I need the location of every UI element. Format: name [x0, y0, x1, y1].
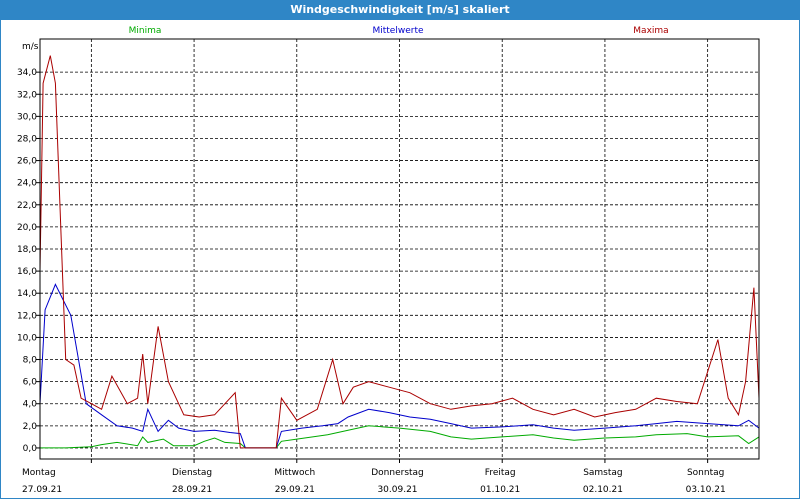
y-tick-label: 30,0 — [17, 112, 37, 122]
window-title: Windgeschwindigkeit [m/s] skaliert — [0, 0, 800, 20]
series — [39, 55, 760, 449]
x-tick-day-label: Donnerstag — [371, 468, 424, 478]
y-tick-label: 24,0 — [17, 179, 37, 189]
y-tick-label: 18,0 — [17, 245, 37, 255]
y-tick-label: 14,0 — [17, 289, 37, 299]
y-tick-label: 12,0 — [17, 311, 37, 321]
y-tick-label: 16,0 — [17, 267, 37, 277]
series-line-mittelwerte — [39, 283, 760, 449]
x-tick-day-label: Montag — [22, 468, 56, 478]
x-tick-date-label: 27.09.21 — [22, 485, 62, 495]
x-tick-date-label: 29.09.21 — [275, 485, 315, 495]
x-tick-date-label: 28.09.21 — [172, 485, 212, 495]
x-tick-date-label: 30.09.21 — [377, 485, 417, 495]
legend-entry-minima: Minima — [129, 26, 162, 36]
y-tick-label: 20,0 — [17, 223, 37, 233]
legend-entry-mittelwerte: Mittelwerte — [372, 26, 423, 36]
y-axis-unit-label: m/s — [22, 42, 39, 52]
x-tick-date-label: 01.10.21 — [480, 485, 520, 495]
y-tick-label: 10,0 — [17, 333, 37, 343]
grid — [40, 39, 759, 459]
y-axis: 0,0 2,0 4,0 6,0 8,0 10,0 12,0 14,0 16,0 18,0 20,0 2… — [17, 68, 40, 454]
y-tick-label: 8,0 — [23, 356, 38, 366]
x-tick-day-label: Dienstag — [172, 468, 212, 478]
y-tick-label: 28,0 — [17, 134, 37, 144]
series-line-maxima — [39, 55, 760, 449]
y-tick-label: 0,0 — [23, 444, 38, 454]
series-line-minima — [40, 425, 760, 449]
x-tick-day-label: Mittwoch — [274, 468, 315, 478]
legend: Minima Mittelwerte Maxima — [129, 26, 669, 36]
y-tick-label: 34,0 — [17, 68, 37, 78]
x-tick-day-label: Freitag — [485, 468, 516, 478]
x-tick-day-label: Samstag — [583, 468, 622, 478]
y-tick-label: 32,0 — [17, 90, 37, 100]
y-tick-label: 22,0 — [17, 201, 37, 211]
x-axis: Montag 27.09.21 Dienstag 28.09.21 Mittwoch 29… — [22, 459, 726, 495]
y-tick-label: 2,0 — [23, 422, 38, 432]
x-tick-date-label: 03.10.21 — [686, 485, 726, 495]
x-tick-day-label: Sonntag — [687, 468, 724, 478]
y-tick-label: 6,0 — [23, 378, 38, 388]
legend-entry-maxima: Maxima — [633, 26, 668, 36]
y-tick-label: 26,0 — [17, 157, 37, 167]
y-tick-label: 4,0 — [23, 400, 38, 410]
x-tick-date-label: 02.10.21 — [583, 485, 623, 495]
